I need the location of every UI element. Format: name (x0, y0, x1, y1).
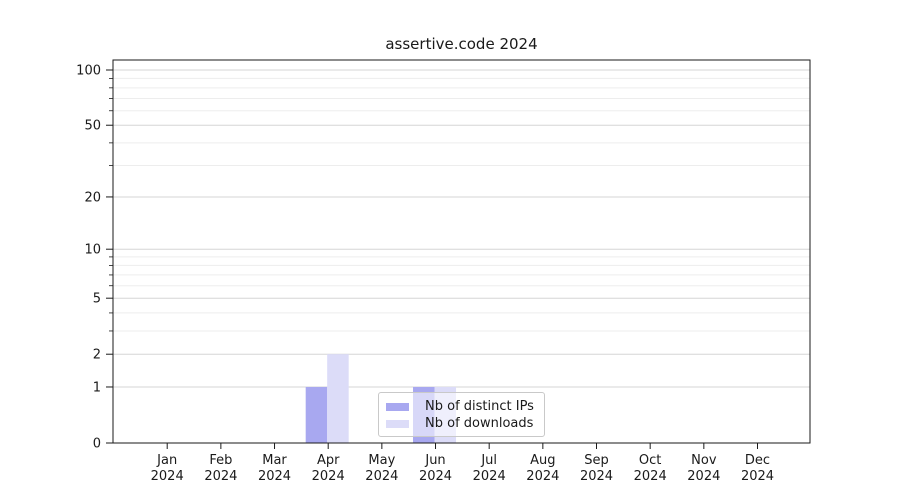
y-tick-label-2: 2 (93, 348, 101, 363)
x-tick-label-month-apr: Apr (317, 453, 340, 468)
x-tick-label-month-jun: Jun (424, 453, 445, 468)
x-tick-label-year-oct: 2024 (634, 469, 667, 484)
x-tick-label-year-feb: 2024 (204, 469, 237, 484)
y-tick-label-1: 1 (93, 380, 101, 395)
bar-nb-of-distinct-ips-apr (305, 386, 328, 443)
legend: Nb of distinct IPs Nb of downloads (378, 392, 545, 437)
x-tick-label-month-sep: Sep (584, 453, 609, 468)
legend-swatch-downloads (386, 419, 409, 428)
legend-item-distinct-ips: Nb of distinct IPs (386, 398, 544, 415)
x-tick-label-year-dec: 2024 (741, 469, 774, 484)
x-tick-label-year-nov: 2024 (687, 469, 720, 484)
x-tick-label-year-sep: 2024 (580, 469, 613, 484)
chart-title: assertive.code 2024 (385, 35, 538, 53)
axes-frame (112, 59, 811, 444)
x-tick-label-year-jul: 2024 (473, 469, 506, 484)
legend-item-downloads: Nb of downloads (386, 415, 544, 432)
bar-nb-of-downloads-apr (327, 354, 349, 443)
legend-label-downloads: Nb of downloads (425, 416, 534, 431)
y-tick-label-10: 10 (84, 243, 101, 258)
y-tick-label-50: 50 (84, 119, 101, 134)
x-tick-label-year-apr: 2024 (312, 469, 345, 484)
x-tick-label-year-may: 2024 (365, 469, 398, 484)
x-tick-label-month-mar: Mar (262, 453, 287, 468)
legend-swatch-distinct-ips (386, 402, 409, 411)
legend-label-distinct-ips: Nb of distinct IPs (425, 399, 534, 414)
x-tick-label-year-aug: 2024 (526, 469, 559, 484)
x-tick-label-year-mar: 2024 (258, 469, 291, 484)
x-tick-label-month-aug: Aug (530, 453, 555, 468)
x-tick-label-month-oct: Oct (639, 453, 661, 468)
y-tick-label-0: 0 (93, 437, 101, 452)
x-tick-label-year-jan: 2024 (151, 469, 184, 484)
x-tick-label-month-feb: Feb (209, 453, 232, 468)
x-tick-label-month-nov: Nov (691, 453, 717, 468)
x-tick-label-month-jul: Jul (480, 453, 497, 468)
x-tick-label-month-dec: Dec (745, 453, 770, 468)
x-tick-label-year-jun: 2024 (419, 469, 452, 484)
y-tick-label-20: 20 (84, 190, 101, 205)
y-tick-label-100: 100 (76, 64, 101, 79)
y-tick-label-5: 5 (93, 292, 101, 307)
x-tick-label-month-jan: Jan (156, 453, 177, 468)
x-tick-label-month-may: May (368, 453, 395, 468)
